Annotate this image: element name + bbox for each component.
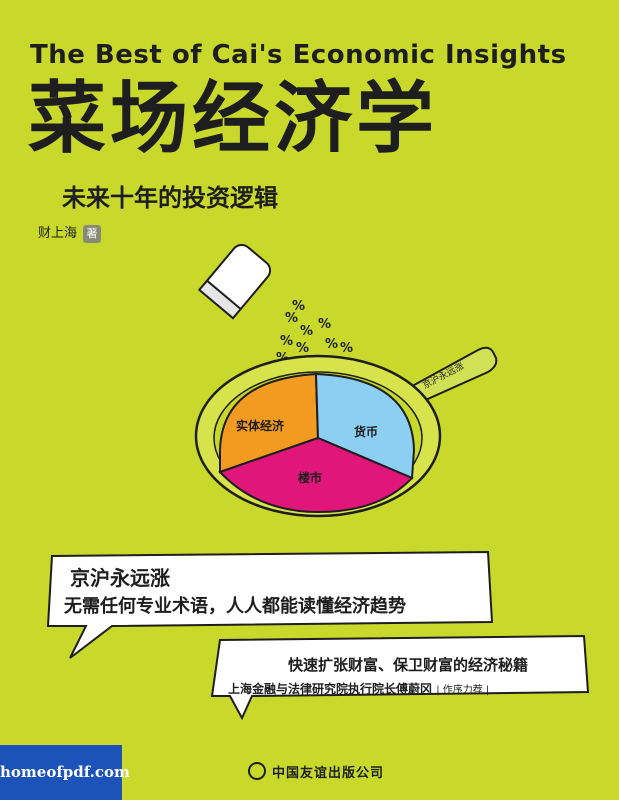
percent-icon: % <box>318 317 331 332</box>
author-name: 财上海 <box>38 226 78 241</box>
segment-currency <box>314 372 416 480</box>
subtitle: 未来十年的投资逻辑 <box>62 184 278 212</box>
bubble2-headline: 快速扩张财富、保卫财富的经济秘籍 <box>288 656 529 674</box>
bubble2-recommender: 上海金融与法律研究院执行院长傅蔚冈 <box>228 682 433 696</box>
english-title: The Best of Cai's Economic Insights <box>30 40 567 70</box>
speech-bubble-1 <box>46 550 494 659</box>
main-title: 菜场经济学 <box>28 74 439 164</box>
watermark: homeofpdf.com <box>0 745 130 800</box>
publisher-name: 中国友谊出版公司 <box>272 766 385 781</box>
percent-icon: % <box>300 324 313 339</box>
bubble1-headline: 京沪永远涨 <box>70 566 170 590</box>
bubble2-tag: | 作序力荐 | <box>436 685 490 696</box>
speech-bubble-2 <box>210 634 590 721</box>
percent-icon: % <box>292 299 305 314</box>
percent-icon: % <box>340 341 353 356</box>
frying-pan-illustration: % % % % % % % % % % % % % % % 京沪永远涨 实体经济 <box>46 243 590 721</box>
publisher-line: 中国友谊出版公司 <box>248 762 384 781</box>
publisher-logo-icon <box>248 762 266 780</box>
bubble1-text: 无需任何专业术语，人人都能读懂经济趋势 <box>64 596 406 617</box>
segment-real-economy <box>219 372 320 474</box>
salt-shaker-icon <box>197 243 272 320</box>
segment-label-real-economy: 实体经济 <box>236 418 285 433</box>
percent-icon: % <box>285 311 298 326</box>
segment-label-property: 楼市 <box>298 470 322 485</box>
percent-icon: % <box>296 341 309 356</box>
author-badge: 著 <box>83 225 102 243</box>
segment-property <box>218 436 414 514</box>
percent-icon: % <box>325 337 338 352</box>
bubble2-text: 上海金融与法律研究院执行院长傅蔚冈 | 作序力荐 | <box>228 680 489 697</box>
percent-icon: % <box>280 334 293 349</box>
author-line: 财上海著 <box>38 222 102 243</box>
segment-label-currency: 货币 <box>354 424 378 439</box>
